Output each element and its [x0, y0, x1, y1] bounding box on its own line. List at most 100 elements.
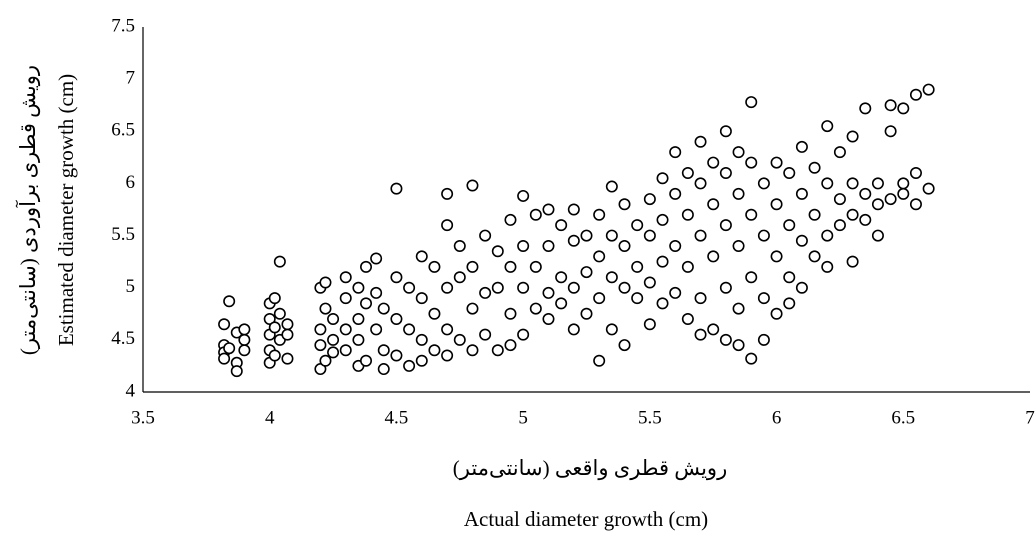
point [808, 250, 821, 263]
point [517, 240, 530, 253]
point [593, 354, 606, 367]
point [542, 312, 555, 325]
point [618, 339, 631, 352]
point [859, 213, 872, 226]
point [694, 229, 707, 242]
point [403, 323, 416, 336]
point [529, 302, 542, 315]
point [783, 297, 796, 310]
point [370, 252, 383, 265]
point [268, 349, 281, 362]
point [504, 213, 517, 226]
point [833, 146, 846, 159]
point [745, 271, 758, 284]
point [327, 346, 340, 359]
point [871, 198, 884, 211]
point [441, 219, 454, 232]
point [707, 198, 720, 211]
point [909, 198, 922, 211]
point [352, 281, 365, 294]
point [681, 167, 694, 180]
point [466, 302, 479, 315]
point [339, 344, 352, 357]
point [223, 342, 236, 355]
point [504, 339, 517, 352]
point [783, 219, 796, 232]
point [643, 193, 656, 206]
point [529, 260, 542, 273]
point [281, 318, 294, 331]
point [833, 219, 846, 232]
point [821, 177, 834, 190]
x-tick-label: 6 [772, 407, 782, 428]
point [757, 229, 770, 242]
point [529, 208, 542, 221]
point [757, 333, 770, 346]
point [719, 125, 732, 138]
point [441, 349, 454, 362]
point [732, 240, 745, 253]
point [745, 96, 758, 109]
point [757, 292, 770, 305]
point [567, 281, 580, 294]
y-tick-label: 4.5 [111, 328, 135, 349]
point [453, 271, 466, 284]
point [757, 177, 770, 190]
point [859, 102, 872, 115]
point [567, 234, 580, 247]
point [795, 281, 808, 294]
point [618, 240, 631, 253]
x-tick-label: 4.5 [385, 407, 409, 428]
point [415, 292, 428, 305]
point [319, 276, 332, 289]
point [732, 187, 745, 200]
point [719, 333, 732, 346]
point [370, 323, 383, 336]
point [517, 189, 530, 202]
point [319, 354, 332, 367]
point [871, 229, 884, 242]
point [871, 177, 884, 190]
point [479, 229, 492, 242]
point [694, 177, 707, 190]
point [403, 281, 416, 294]
point [909, 167, 922, 180]
point [360, 260, 373, 273]
point [319, 302, 332, 315]
point [846, 208, 859, 221]
x-tick-label: 3.5 [131, 407, 155, 428]
point [707, 323, 720, 336]
point [555, 219, 568, 232]
point [833, 193, 846, 206]
point [428, 307, 441, 320]
y-axis-title-fa: رویش قطری برآوردی (سانتی‌متر) [14, 65, 41, 355]
point [770, 156, 783, 169]
point [707, 156, 720, 169]
point [339, 292, 352, 305]
point [897, 102, 910, 115]
point [795, 140, 808, 153]
point [770, 198, 783, 211]
point [580, 266, 593, 279]
point [555, 271, 568, 284]
point [884, 99, 897, 112]
point [542, 240, 555, 253]
point [732, 146, 745, 159]
point [268, 321, 281, 334]
point [922, 83, 935, 96]
point [555, 297, 568, 310]
point [360, 297, 373, 310]
point [370, 286, 383, 299]
point [719, 281, 732, 294]
point [681, 208, 694, 221]
point [441, 323, 454, 336]
point [656, 213, 669, 226]
point [605, 271, 618, 284]
point [453, 240, 466, 253]
point [681, 260, 694, 273]
point [694, 292, 707, 305]
point [479, 286, 492, 299]
point [631, 219, 644, 232]
point [694, 328, 707, 341]
